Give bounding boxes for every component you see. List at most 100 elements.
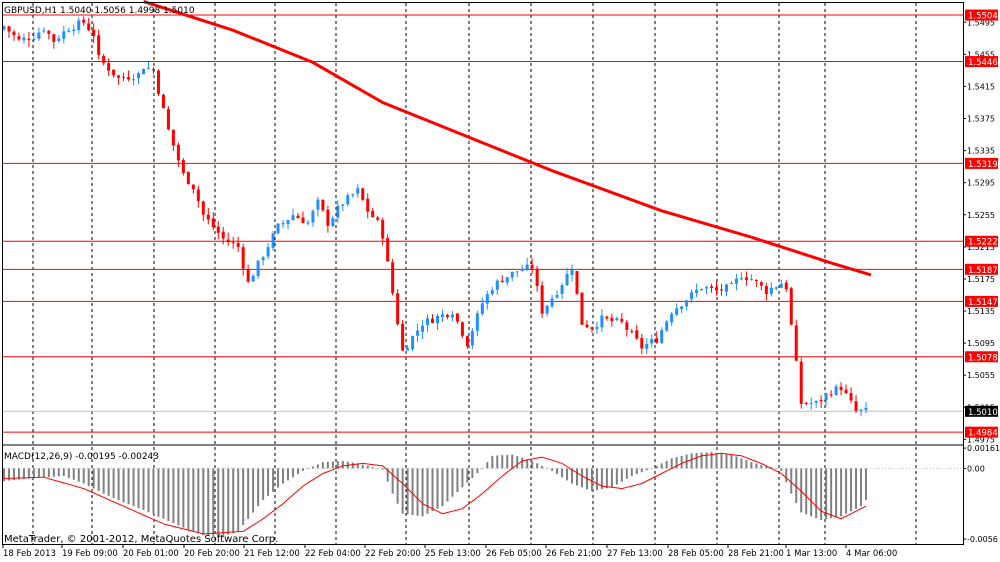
candle-body <box>799 361 803 404</box>
macd-bar <box>27 468 30 479</box>
macd-bar <box>67 468 70 478</box>
price-axis: 1.5495 1.5455 1.5415 1.5375 1.5335 1.5295 1.52… <box>963 9 1000 544</box>
level-price-box <box>965 235 998 247</box>
macd-bar <box>665 460 668 469</box>
candle-body <box>316 199 320 210</box>
candle-body <box>650 339 654 344</box>
candle-body <box>146 68 150 70</box>
symbol-info: GBPUSD,H1 1.5040 1.5056 1.4998 1.5010 <box>4 6 195 16</box>
candle-body <box>660 330 664 343</box>
candle-body <box>839 386 843 391</box>
macd-bar <box>506 454 509 469</box>
candle-body <box>166 109 170 130</box>
candle-body <box>720 289 724 291</box>
candle-body <box>859 409 863 411</box>
macd-bar <box>491 455 494 469</box>
macd-bar <box>466 468 469 483</box>
macd-bar <box>242 468 245 526</box>
candle-body <box>769 287 773 294</box>
macd-bar <box>730 454 733 469</box>
candle-body <box>814 400 818 403</box>
candle-body <box>530 264 534 269</box>
level-price-box <box>965 426 998 438</box>
candle-body <box>236 243 240 247</box>
macd-bar <box>750 462 753 469</box>
macd-bar <box>820 468 823 521</box>
candle-body <box>266 247 270 257</box>
macd-bar <box>630 468 633 476</box>
macd-bar <box>760 464 763 469</box>
candle-body <box>426 318 430 326</box>
time-tick-label: 1 Mar 13:00 <box>786 549 837 559</box>
macd-bar <box>441 468 444 507</box>
candle-body <box>276 223 280 234</box>
candle-body <box>22 37 26 41</box>
candle-body <box>724 284 728 292</box>
candle-body <box>296 215 300 219</box>
candle-body <box>580 292 584 325</box>
candle-body <box>670 313 674 323</box>
macd-bar <box>471 468 474 478</box>
macd-bar <box>182 468 185 528</box>
candle-body <box>495 280 499 290</box>
macd-bar <box>152 468 155 515</box>
candle-body <box>196 189 200 202</box>
macd-bar <box>326 461 329 469</box>
candle-body <box>665 321 669 331</box>
price-tick-label: 1.5175 <box>967 275 995 284</box>
candle-body <box>87 23 91 31</box>
candle-body <box>256 260 260 276</box>
candle-body <box>346 195 350 205</box>
macd-bar <box>541 465 544 469</box>
macd-bar <box>122 468 125 503</box>
candle-body <box>540 285 544 314</box>
macd-bar <box>840 468 843 517</box>
macd-bar <box>660 463 663 469</box>
time-tick-label: 19 Feb 09:00 <box>62 549 118 559</box>
candle-body <box>161 94 165 109</box>
time-tick-label: 25 Feb 13:00 <box>425 549 481 559</box>
candle-body <box>97 35 101 55</box>
candle-body <box>92 29 96 37</box>
candle-body <box>620 318 624 322</box>
candle-body <box>102 56 106 63</box>
macd-bar <box>690 453 693 469</box>
macd-bar <box>361 464 364 469</box>
macd-bar <box>640 468 643 473</box>
candle-body <box>201 201 205 215</box>
macd-bar <box>620 468 623 482</box>
candle-body <box>465 336 469 347</box>
candle-body <box>386 238 390 262</box>
macd-bar <box>456 468 459 493</box>
macd-bar <box>511 454 514 469</box>
candle-body <box>251 276 255 282</box>
macd-bar <box>92 468 95 489</box>
candle-body <box>779 283 783 288</box>
macd-bar <box>610 468 613 488</box>
price-tick-label: 1.5095 <box>967 339 995 348</box>
macd-bar <box>22 468 25 479</box>
candle-body <box>675 308 679 315</box>
price-tick-label: 1.4975 <box>967 435 995 444</box>
macd-bar <box>635 468 638 475</box>
candle-body <box>52 34 56 42</box>
candle-body <box>27 38 31 41</box>
candle-body <box>849 393 853 401</box>
macd-bar <box>590 468 593 492</box>
macd-bar <box>600 468 603 490</box>
macd-bar <box>386 468 389 482</box>
candle-body <box>615 318 619 321</box>
time-tick-label: 27 Feb 13:00 <box>607 549 663 559</box>
time-tick-label: 20 Feb 20:00 <box>184 549 240 559</box>
time-tick-label: 21 Feb 12:00 <box>244 549 300 559</box>
level-price-box <box>965 157 998 169</box>
macd-bar <box>47 468 50 478</box>
level-price-box <box>965 351 998 363</box>
time-tick-label: 26 Feb 05:00 <box>486 549 542 559</box>
macd-bar <box>615 468 618 485</box>
candle-body <box>341 204 345 206</box>
macd-bar <box>625 468 628 479</box>
macd-bar <box>705 452 708 469</box>
macd-bar <box>356 463 359 469</box>
macd-bar <box>735 456 738 469</box>
